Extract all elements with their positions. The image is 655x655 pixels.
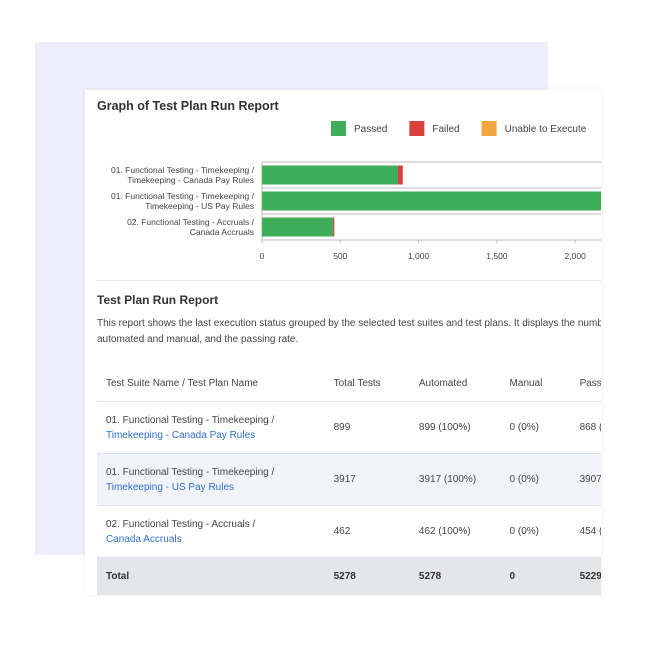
plan-name: Timekeeping - US Pay Rules: [106, 481, 235, 493]
category-label: 01. Functional Testing - Timekeeping /: [111, 191, 255, 201]
bar-segment: [397, 165, 403, 185]
table-cell: 3917: [324, 453, 410, 506]
column-header: Passed: [570, 365, 601, 402]
plan-name: Canada Accruals: [106, 533, 182, 545]
category-label: Canada Accruals: [190, 227, 254, 237]
bar-segment: [262, 191, 601, 211]
total-cell: 5229: [570, 557, 601, 595]
bar-segment: [262, 165, 398, 185]
table-cell: 3907 (99.74%): [570, 453, 601, 506]
table-row: 02. Functional Testing - Accruals / Canad…: [97, 505, 601, 558]
table-cell: 3917 (100%): [409, 453, 501, 506]
legend-swatch: [331, 121, 346, 136]
total-row: Total 5278 5278 0 5229: [97, 557, 601, 595]
total-cell: 5278: [409, 557, 501, 595]
category-label: Timekeeping - Canada Pay Rules: [127, 175, 254, 185]
category-label: 01. Functional Testing - Timekeeping /: [111, 165, 255, 175]
suite-name: 02. Functional Testing - Accruals /: [106, 518, 256, 530]
divider: [97, 280, 601, 281]
legend-label: Unable to Execute: [505, 124, 587, 135]
name-cell: 01. Functional Testing - Timekeeping / Ti…: [97, 401, 325, 454]
report-description: This report shows the last execution sta…: [97, 318, 601, 345]
table-row: 01. Functional Testing - Timekeeping / Ti…: [97, 453, 601, 506]
table-cell: 868 (96.55%): [570, 401, 601, 454]
report-card: Graph of Test Plan Run Report Passed Fail…: [85, 90, 601, 595]
table-cell: 454 (98.27%): [570, 505, 601, 558]
chart: Passed Failed Unable to Execute 0 500 1,000 1,…: [111, 121, 601, 261]
column-header: Automated: [409, 365, 501, 402]
legend-swatch: [409, 121, 425, 136]
x-tick-label: 1,500: [486, 251, 508, 261]
table-cell: 0 (0%): [500, 453, 571, 506]
x-tick-label: 2,000: [565, 251, 587, 261]
table-row: 01. Functional Testing - Timekeeping / Ti…: [97, 401, 601, 454]
x-tick-label: 500: [333, 251, 347, 261]
table-cell: 0 (0%): [500, 505, 571, 558]
header-row: Test Suite Name / Test Plan Name Total Te…: [97, 365, 601, 402]
report-title: Test Plan Run Report: [97, 293, 219, 307]
bar-segment: [262, 217, 334, 237]
name-cell: 01. Functional Testing - Timekeeping / Ti…: [97, 453, 325, 506]
total-cell: 0: [500, 557, 571, 595]
x-tick-label: 0: [260, 251, 265, 261]
column-header: Manual: [500, 365, 571, 402]
legend-swatch: [481, 121, 497, 136]
table-cell: 899 (100%): [409, 401, 501, 454]
category-label: Timekeeping - US Pay Rules: [145, 201, 254, 211]
table-cell: 899: [324, 401, 410, 454]
table-cell: 0 (0%): [500, 401, 571, 454]
plan-name: Timekeeping - Canada Pay Rules: [106, 429, 256, 441]
category-label: 02. Functional Testing - Accruals /: [127, 217, 255, 227]
suite-name: 01. Functional Testing - Timekeeping /: [106, 466, 275, 478]
legend-label: Failed: [432, 124, 459, 135]
table-cell: 462: [324, 505, 410, 558]
report-table: Test Suite Name / Test Plan Name Total Te…: [97, 365, 601, 595]
suite-name: 01. Functional Testing - Timekeeping /: [106, 414, 275, 426]
total-cell: 5278: [324, 557, 410, 595]
x-tick-label: 1,000: [408, 251, 430, 261]
graph-title: Graph of Test Plan Run Report: [97, 99, 279, 113]
legend-label: Passed: [354, 124, 387, 135]
total-label: Total: [97, 557, 325, 595]
column-header: Total Tests: [324, 365, 410, 402]
name-cell: 02. Functional Testing - Accruals / Canad…: [97, 505, 325, 558]
bar-segment: [333, 217, 335, 237]
column-header: Test Suite Name / Test Plan Name: [97, 365, 325, 402]
table-cell: 462 (100%): [409, 505, 501, 558]
